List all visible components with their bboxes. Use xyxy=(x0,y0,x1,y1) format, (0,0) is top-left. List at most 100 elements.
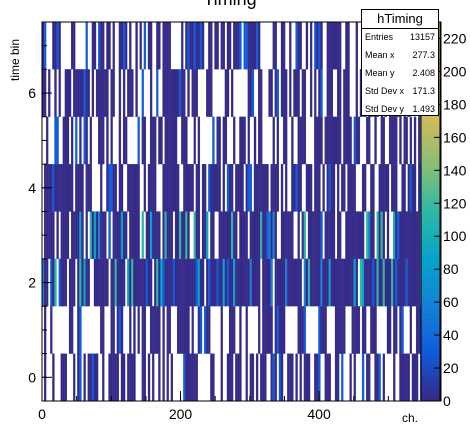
heatmap-cell xyxy=(181,258,184,307)
heatmap-cell xyxy=(187,164,190,212)
heatmap-cell xyxy=(185,116,188,165)
heatmap-cell xyxy=(282,116,286,165)
heatmap-cell xyxy=(135,21,138,70)
heatmap-cell xyxy=(222,116,225,165)
stats-entries-value: 13157 xyxy=(409,32,435,42)
heatmap-cell xyxy=(366,116,369,165)
palette-segment xyxy=(421,375,440,383)
heatmap-cell xyxy=(330,211,334,259)
heatmap-cell xyxy=(106,69,109,117)
heatmap-cell xyxy=(355,116,358,165)
heatmap-cell xyxy=(168,116,171,165)
heatmap-cell xyxy=(93,258,97,307)
heatmap-cell xyxy=(280,21,284,70)
heatmap-cell xyxy=(228,258,232,307)
heatmap-cell xyxy=(391,164,394,212)
heatmap-cell xyxy=(405,211,408,259)
heatmap-cell xyxy=(212,211,215,259)
heatmap-cell xyxy=(295,164,298,212)
heatmap-cell xyxy=(220,21,223,70)
axes: 0 200 400 0 2 4 6 xyxy=(28,45,424,422)
heatmap-cell xyxy=(307,211,311,259)
heatmap-cell xyxy=(258,258,261,307)
heatmap-cell xyxy=(393,116,396,165)
heatmap-cell xyxy=(193,211,196,259)
heatmap-cell xyxy=(218,116,221,165)
heatmap-cell xyxy=(403,164,406,212)
stats-std-x: Std Dev x 171.3 xyxy=(365,82,435,100)
heatmap-cell xyxy=(341,306,344,354)
heatmap-cell xyxy=(68,258,72,307)
heatmap-cell xyxy=(220,211,223,259)
heatmap-cell xyxy=(210,258,213,307)
heatmap-cell xyxy=(208,69,211,117)
heatmap-cell xyxy=(110,353,113,402)
palette-segment xyxy=(421,331,440,339)
heatmap-cell xyxy=(305,21,309,70)
heatmap-cell xyxy=(339,306,342,354)
heatmap-cell xyxy=(210,353,213,402)
heatmap-cell xyxy=(370,306,373,354)
heatmap-cell xyxy=(135,211,138,259)
heatmap-cell xyxy=(309,164,313,212)
palette-tick-label: 60 xyxy=(443,294,459,310)
heatmap-cell xyxy=(239,164,242,212)
heatmap-cell xyxy=(289,258,292,307)
heatmap-cell xyxy=(241,164,244,212)
palette-segment xyxy=(421,318,440,326)
heatmap-cell xyxy=(54,116,57,165)
palette-segment xyxy=(421,369,440,377)
heatmap-cell xyxy=(170,258,174,307)
heatmap-cell xyxy=(368,258,371,307)
heatmap-cell xyxy=(131,164,134,212)
heatmap-cell xyxy=(118,164,122,212)
heatmap-cell xyxy=(77,69,80,117)
heatmap-cell xyxy=(334,116,338,165)
heatmap-cell xyxy=(334,258,338,307)
heatmap-cell xyxy=(164,21,167,70)
heatmap-cell xyxy=(149,21,153,70)
heatmap-cell xyxy=(245,211,248,259)
heatmap-cell xyxy=(58,164,61,212)
heatmap-cell xyxy=(274,21,277,70)
heatmap-cell xyxy=(357,211,361,259)
heatmap-cell xyxy=(168,69,171,117)
heatmap-cell xyxy=(276,116,280,165)
heatmap-cell xyxy=(328,258,331,307)
heatmap-cell xyxy=(291,211,294,259)
heatmap-cell xyxy=(357,116,361,165)
heatmap-cell xyxy=(100,258,103,307)
heatmap-cell xyxy=(260,69,263,117)
heatmap-cell xyxy=(301,306,304,354)
heatmap-cell xyxy=(77,211,80,259)
heatmap-cell xyxy=(110,116,113,165)
heatmap-cell xyxy=(243,258,246,307)
palette-tick-label: 160 xyxy=(443,129,467,145)
heatmap-cell xyxy=(241,211,244,259)
heatmap-cell xyxy=(100,69,103,117)
heatmap-cell xyxy=(322,258,325,307)
heatmap-cell xyxy=(245,306,248,354)
heatmap-cell xyxy=(384,258,388,307)
heatmap-cell xyxy=(395,258,398,307)
heatmap-cell xyxy=(58,69,61,117)
heatmap-cell xyxy=(347,211,350,259)
heatmap-cell xyxy=(303,258,307,307)
heatmap-cell xyxy=(237,353,240,402)
heatmap-cell xyxy=(301,69,304,117)
heatmap-cell xyxy=(98,21,101,70)
heatmap-cell xyxy=(330,164,334,212)
palette-segment xyxy=(421,123,440,130)
stats-std-x-value: 171.3 xyxy=(412,86,435,96)
heatmap-cell xyxy=(118,258,122,307)
heatmap-cell xyxy=(322,306,325,354)
palette-segment xyxy=(421,186,440,194)
heatmap-cell xyxy=(137,211,140,259)
palette-segment xyxy=(421,312,440,320)
heatmap-cell xyxy=(258,116,261,165)
heatmap-cell xyxy=(201,258,205,307)
heatmap-cell xyxy=(147,21,151,70)
heatmap-cell xyxy=(418,211,421,259)
heatmap-cell xyxy=(413,116,417,165)
heatmap-cell xyxy=(278,258,282,307)
